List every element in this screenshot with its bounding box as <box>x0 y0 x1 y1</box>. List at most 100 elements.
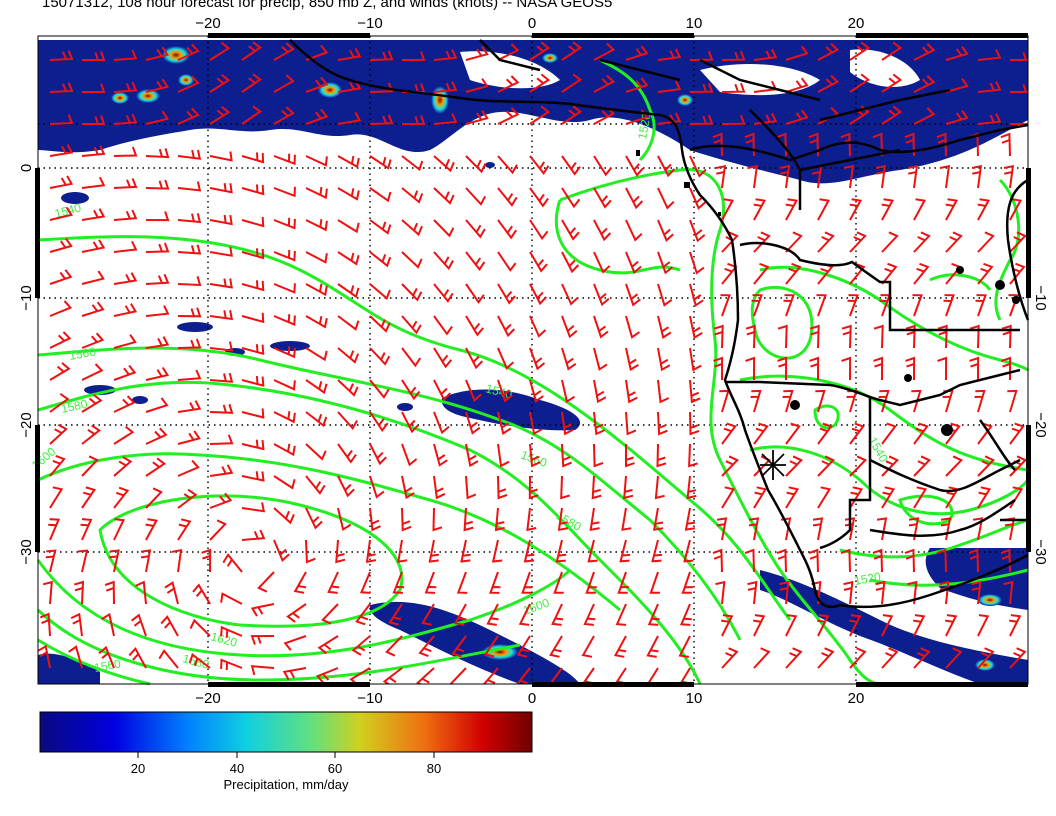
wind-barb <box>113 113 138 125</box>
wind-barb <box>619 539 631 563</box>
wind-barb <box>593 443 604 468</box>
wind-barb <box>913 262 930 285</box>
wind-barb <box>145 518 158 541</box>
wind-barb <box>465 187 487 206</box>
wind-barb <box>401 115 426 125</box>
wind-barb <box>145 427 168 445</box>
wind-barb <box>465 155 487 174</box>
wind-barb <box>113 81 138 93</box>
wind-barb <box>553 571 564 594</box>
wind-barb <box>847 294 859 317</box>
wind-barb <box>177 107 200 125</box>
wind-barb <box>593 251 611 274</box>
wind-barb <box>337 112 362 125</box>
wind-barb <box>939 164 951 189</box>
wind-barb <box>273 379 296 391</box>
wind-barb <box>841 324 852 349</box>
wind-barb <box>748 517 760 541</box>
wind-barb <box>273 539 290 562</box>
precip-layer <box>38 40 1028 684</box>
wind-barb <box>557 507 569 532</box>
wind-barb <box>49 300 73 317</box>
wind-barb <box>808 548 819 573</box>
wind-barb <box>561 41 583 61</box>
wind-barb <box>177 276 202 287</box>
wind-barb <box>561 379 576 404</box>
wind-barb <box>273 475 296 490</box>
wind-barb <box>977 113 1002 125</box>
wind-barb <box>625 347 639 372</box>
wind-barb <box>201 548 212 573</box>
wind-barb <box>359 571 371 594</box>
wind-barb <box>305 443 327 461</box>
wind-barb <box>113 272 138 285</box>
wind-barb <box>1000 132 1011 157</box>
precip-speck <box>177 322 213 332</box>
wind-barb <box>77 549 89 573</box>
wind-barb <box>968 548 979 573</box>
angola-namibia-border <box>725 368 1021 407</box>
wind-barb <box>593 347 608 371</box>
wind-barb <box>81 363 104 381</box>
wind-barb <box>721 50 746 61</box>
wind-barb <box>49 486 64 509</box>
wind-barb <box>974 389 986 413</box>
wind-barb <box>593 283 610 307</box>
wind-barb <box>81 270 105 285</box>
wind-barb <box>209 105 231 125</box>
wind-barb <box>937 324 948 349</box>
wind-barb <box>849 422 865 445</box>
wind-barb <box>433 219 455 238</box>
wind-barb <box>486 603 499 626</box>
wind-barb <box>1009 231 1027 253</box>
wind-barb <box>273 283 296 294</box>
wind-barb <box>815 389 826 413</box>
wind-barb <box>369 155 392 170</box>
wind-barb <box>177 307 202 318</box>
wind-barb <box>369 50 394 61</box>
wind-barb <box>753 231 771 253</box>
wind-barb <box>936 548 947 573</box>
wind-barb <box>433 283 454 303</box>
wind-barb <box>881 455 899 477</box>
wind-barb <box>305 475 326 495</box>
wind-barb <box>145 366 170 381</box>
wind-barb <box>719 389 730 413</box>
wind-barb <box>529 41 551 61</box>
wind-barb <box>497 155 518 175</box>
wind-barb <box>337 315 360 331</box>
precip-max <box>978 594 1002 606</box>
wind-barb <box>465 347 484 370</box>
wind-barb <box>657 411 668 436</box>
wind-barb <box>945 110 969 125</box>
wind-barb <box>222 553 243 573</box>
wind-barb <box>809 324 820 349</box>
wind-barb <box>777 324 788 349</box>
africa-south-coast <box>839 553 1029 609</box>
wind-barb <box>241 152 265 164</box>
wind-barb <box>625 315 640 339</box>
wind-barb <box>369 443 387 466</box>
wind-barb <box>401 347 422 368</box>
wind-barb <box>561 219 580 241</box>
frame-tick-bars <box>35 33 1031 687</box>
precip-max <box>975 659 995 671</box>
wind-barb <box>160 615 179 637</box>
wind-barb <box>315 667 339 684</box>
wind-barb <box>1009 422 1025 445</box>
wind-barb <box>529 443 541 468</box>
wind-barb <box>209 492 233 509</box>
wind-barb <box>209 519 227 541</box>
wind-barb <box>689 155 707 178</box>
wind-barb <box>521 571 533 594</box>
wind-barb <box>209 41 231 61</box>
wind-barb <box>561 443 572 468</box>
precip-max <box>178 74 194 86</box>
wind-barb <box>140 549 152 573</box>
wind-barb <box>721 262 738 285</box>
wind-barb <box>49 423 68 445</box>
wind-barb <box>273 217 296 230</box>
wind-barb <box>145 397 169 413</box>
colorbar-tick: 40 <box>230 761 244 776</box>
wind-barb <box>497 443 510 468</box>
